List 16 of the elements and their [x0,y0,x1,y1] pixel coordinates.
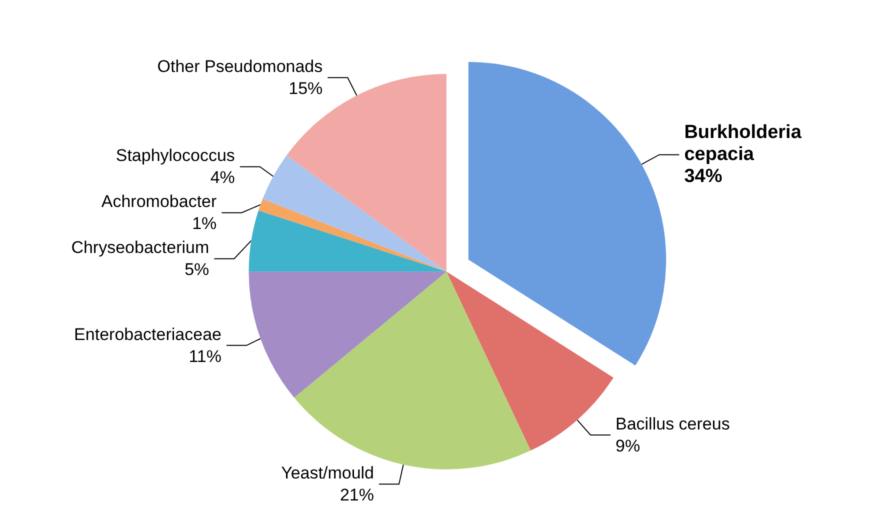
slice-label: Achromobacter [101,192,217,212]
slice-label: Other Pseudomonads [157,57,323,76]
slice-label: Bacillus cereus [615,414,730,434]
slice-label: Burkholderia cepacia [684,122,807,166]
data-label: 15% [288,79,323,98]
data-label: 9% [615,436,640,456]
data-label: 4% [210,168,235,188]
data-label: 5% [184,260,210,280]
slice-label: Chryseobacterium [71,238,210,258]
data-label: 21% [340,486,374,505]
slice-label: Staphylococcus [116,146,235,166]
data-label: 1% [192,214,217,234]
data-label: 34% [684,166,722,188]
slice-label: Enterobacteriaceae [74,324,222,344]
data-label: 11% [188,346,222,366]
slice-label: Yeast/mould [281,464,374,483]
